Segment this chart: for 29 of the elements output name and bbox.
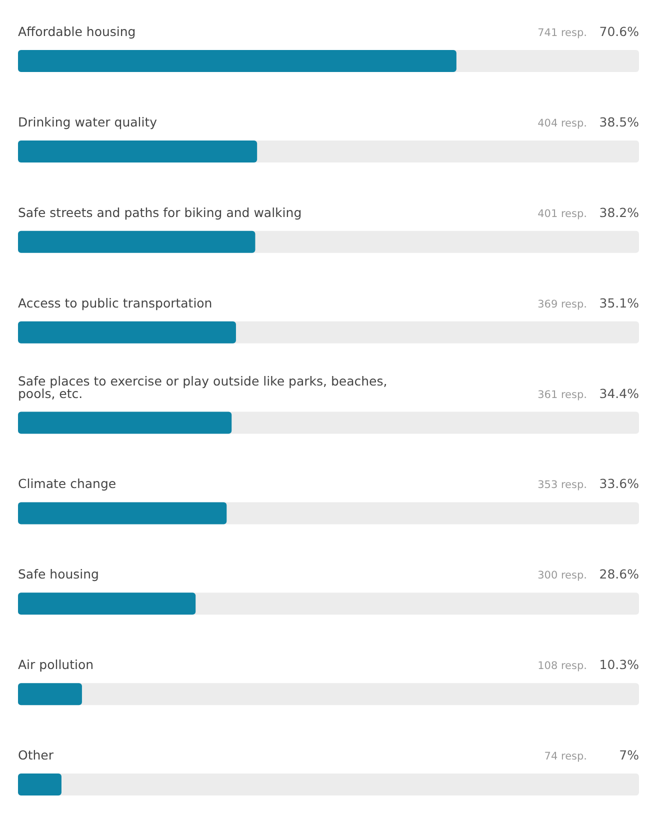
data-label: 35.1% bbox=[599, 295, 640, 310]
y-tick-label: Air pollution bbox=[18, 657, 94, 672]
y-tick-label: Safe places to exercise or play outside like parks, beaches, pools, etc. bbox=[18, 373, 388, 401]
annotation: 741 resp. bbox=[538, 27, 587, 39]
annotation: 404 resp. bbox=[538, 117, 587, 130]
y-tick-label: Safe housing bbox=[18, 566, 99, 582]
data-label: 34.4% bbox=[599, 386, 640, 401]
y-tick-label: Drinking water quality bbox=[18, 114, 158, 130]
annotation: 369 resp. bbox=[538, 298, 587, 310]
annotation: 108 resp. bbox=[538, 660, 587, 672]
data-label: 38.5% bbox=[599, 114, 640, 130]
annotation: 401 resp. bbox=[538, 208, 587, 220]
annotation: 300 resp. bbox=[538, 570, 587, 582]
data-label: 10.3% bbox=[599, 657, 640, 672]
data-label: 70.6% bbox=[599, 24, 640, 39]
annotation: 353 resp. bbox=[538, 479, 587, 492]
annotation: 74 resp. bbox=[544, 750, 587, 763]
bar bbox=[18, 683, 82, 706]
y-tick-label: Access to public transportation bbox=[18, 295, 212, 310]
data-label: 7% bbox=[619, 748, 640, 763]
bar bbox=[18, 774, 62, 796]
y-tick-label: Safe streets and paths for biking and walking bbox=[18, 204, 302, 220]
y-tick-label: Other bbox=[18, 748, 54, 763]
data-label: 28.6% bbox=[599, 566, 640, 582]
data-label: 38.2% bbox=[599, 204, 640, 220]
y-tick-label: Affordable housing bbox=[18, 24, 136, 39]
data-label: 33.6% bbox=[599, 476, 640, 492]
annotation: 361 resp. bbox=[538, 388, 587, 401]
y-tick-label: Climate change bbox=[18, 476, 116, 492]
